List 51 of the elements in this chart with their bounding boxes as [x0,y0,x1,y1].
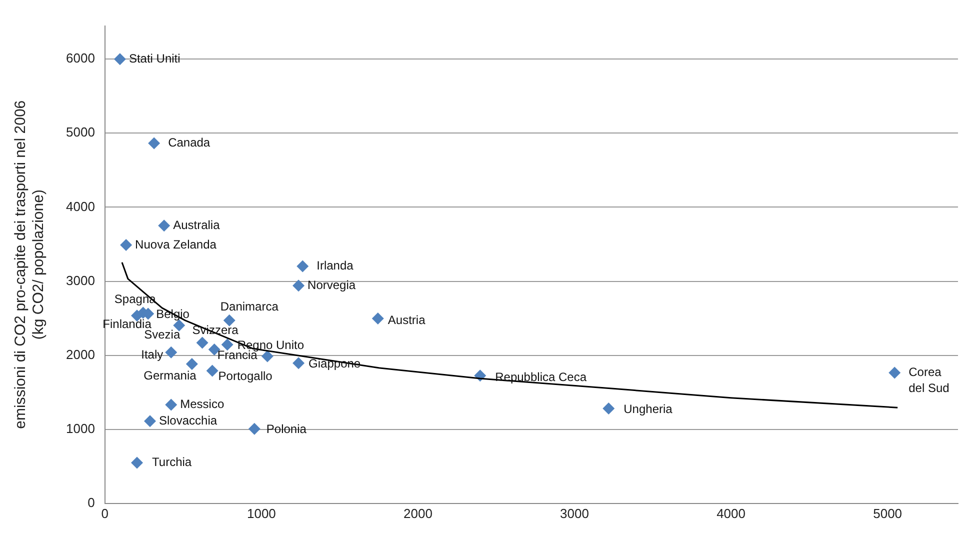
annotation: Stati Uniti [128,51,180,66]
y-tick-label: 5000 [66,124,95,140]
y-tick-label: 6000 [66,50,95,66]
annotation: Norvegia [308,278,356,292]
point [131,456,144,469]
point [196,336,208,349]
point [221,338,234,351]
y-tick-label: 1000 [66,420,95,436]
annotation: Nuova Zelanda [135,237,217,252]
point [186,358,198,370]
point [144,415,156,428]
point [158,220,170,232]
point [114,53,126,66]
point [165,346,178,358]
point [148,137,160,150]
point [165,398,178,411]
annotation: Messico [180,397,224,412]
point [120,238,132,251]
x-tick-label: 0 [101,506,109,521]
point [292,280,305,292]
point [372,312,384,325]
annotation: Repubblica Ceca [495,370,587,384]
x-tick-label: 5000 [873,506,902,521]
y-tick-label: 2000 [66,346,95,362]
annotation: Ungheria [624,402,673,416]
point [292,357,305,370]
annotation: Canada [168,136,210,150]
x-tick-label: 1000 [246,506,276,521]
annotation: Germania [144,368,197,382]
annotation: Italy [141,348,164,362]
annotation: Turchia [152,455,192,470]
annotation: Australia [173,218,220,232]
point [296,260,309,272]
y-tick-label: 3000 [66,272,95,288]
point [888,366,901,379]
annotation: Corea del Sud [908,365,950,396]
x-tick-label: 2000 [404,506,432,521]
x-tick-label: 4000 [716,506,746,521]
y-tick-label: 0 [88,494,95,510]
y-tick-label: 4000 [66,198,95,214]
annotation: Slovacchia [159,413,218,428]
y-axis-title: emissioni di CO2 pro-capite dei trasporti nel 2006 (kg CO2/ popolazione) [12,100,48,429]
annotation: Irlanda [316,258,354,273]
point [602,402,615,415]
annotation: Danimarca [220,300,279,314]
point [206,364,218,377]
annotation: Austria [388,312,426,327]
annotation: Polonia [266,422,307,436]
annotation: Portogallo [218,369,273,384]
x-tick-label: 3000 [560,506,589,521]
point [248,422,260,435]
